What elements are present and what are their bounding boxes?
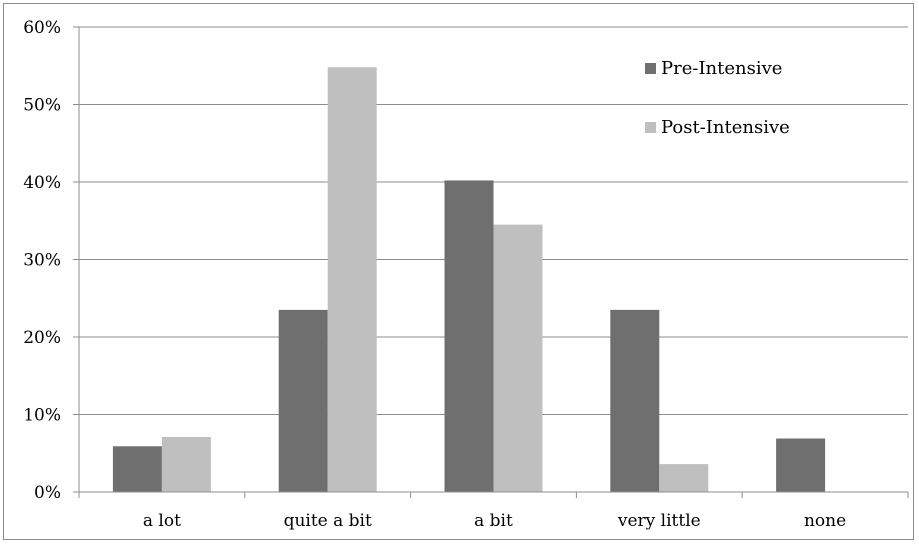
bar-pre	[444, 180, 494, 492]
x-tick-labels: a lot quite a bit a bit very little none	[143, 511, 846, 531]
bar-post	[327, 67, 377, 493]
y-tick-label: 40%	[23, 173, 61, 193]
gridlines	[79, 26, 908, 415]
legend-swatch	[645, 63, 656, 74]
x-tick-label: very little	[617, 511, 701, 531]
y-tick-label: 20%	[23, 328, 61, 348]
y-tick-label: 60%	[23, 18, 61, 38]
x-tick-label: a bit	[474, 511, 513, 531]
x-tick-label: a lot	[143, 511, 181, 531]
y-tick-label: 10%	[23, 406, 61, 426]
bar-pre	[112, 446, 162, 492]
x-tick-label: quite a bit	[284, 511, 372, 531]
bar-pre	[278, 309, 328, 492]
axes	[73, 26, 909, 498]
bar-post	[161, 436, 211, 492]
x-tick-label: none	[804, 511, 846, 531]
legend-swatch	[645, 122, 656, 133]
legend: Pre-Intensive Post-Intensive	[645, 58, 790, 138]
bar-pre	[776, 438, 826, 492]
bar-post	[659, 464, 709, 492]
legend-label: Pre-Intensive	[661, 58, 782, 79]
bars	[112, 67, 826, 493]
y-tick-label: 50%	[23, 96, 61, 116]
y-tick-labels: 0% 10% 20% 30% 40% 50% 60%	[23, 18, 61, 503]
bar-pre	[610, 309, 660, 492]
legend-label: Post-Intensive	[661, 117, 790, 138]
bar-post	[493, 224, 543, 492]
y-tick-label: 30%	[23, 251, 61, 271]
y-tick-label: 0%	[34, 483, 61, 503]
